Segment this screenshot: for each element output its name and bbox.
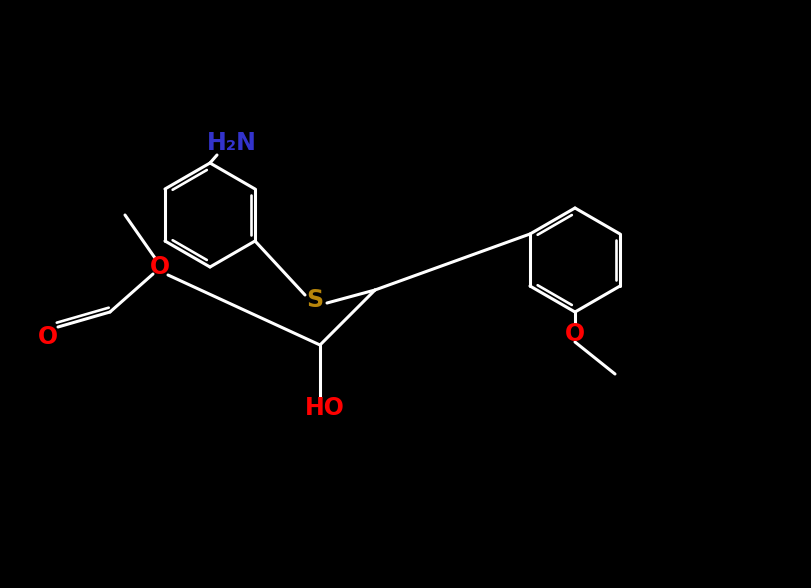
Text: O: O (150, 255, 169, 279)
Text: O: O (38, 325, 58, 349)
Text: HO: HO (305, 396, 345, 420)
Text: O: O (564, 322, 585, 346)
Text: S: S (306, 288, 323, 312)
Text: H₂N: H₂N (207, 131, 256, 155)
